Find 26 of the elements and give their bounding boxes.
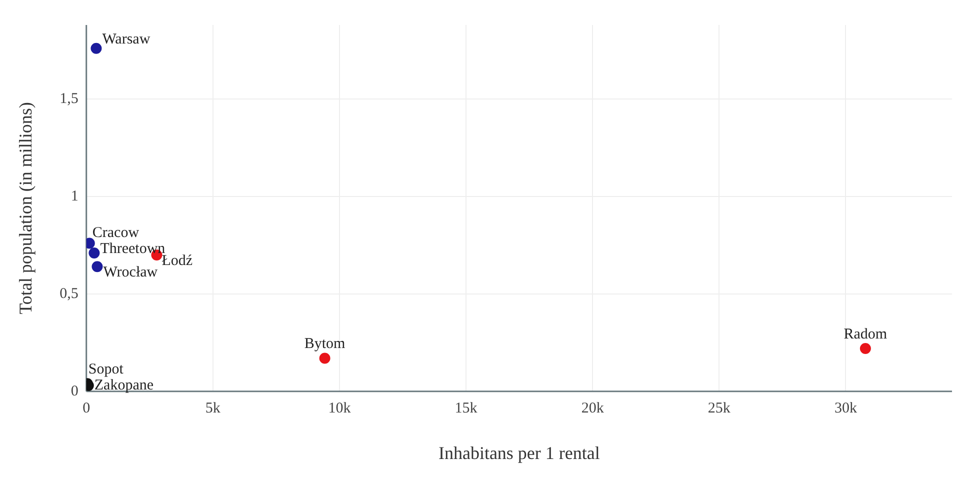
y-tick-label: 1 [70, 188, 78, 204]
x-tick-label: 10k [328, 400, 352, 416]
annotation: Cracow [92, 225, 140, 242]
x-axis-title: Inhabitans per 1 rental [438, 442, 600, 463]
x-tick-label: 25k [708, 400, 731, 416]
annotation: Wrocław [103, 264, 158, 281]
point [319, 352, 330, 364]
point [860, 343, 871, 354]
point [90, 42, 102, 54]
annotation: Sopot [88, 362, 124, 378]
x-tick-label: 15k [454, 400, 478, 416]
x-tick-label: 30k [834, 400, 858, 416]
y-axis-title: Total population (in millions) [16, 102, 36, 314]
x-tick-label: 5k [205, 400, 221, 416]
y-tick-label: 0,5 [60, 286, 78, 302]
x-tick-label: 20k [581, 400, 604, 416]
annotation: Bytom [304, 336, 346, 352]
annotation: Warsaw [102, 31, 150, 48]
point [88, 248, 100, 259]
y-tick-label: 0 [70, 383, 78, 400]
annotation: Łodź [162, 252, 193, 269]
y-tick-label: 1,5 [60, 90, 78, 107]
annotation: Radom [844, 326, 888, 342]
annotation: Zakopane [94, 377, 154, 394]
point [92, 261, 103, 272]
x-tick-label: 0 [82, 400, 90, 416]
